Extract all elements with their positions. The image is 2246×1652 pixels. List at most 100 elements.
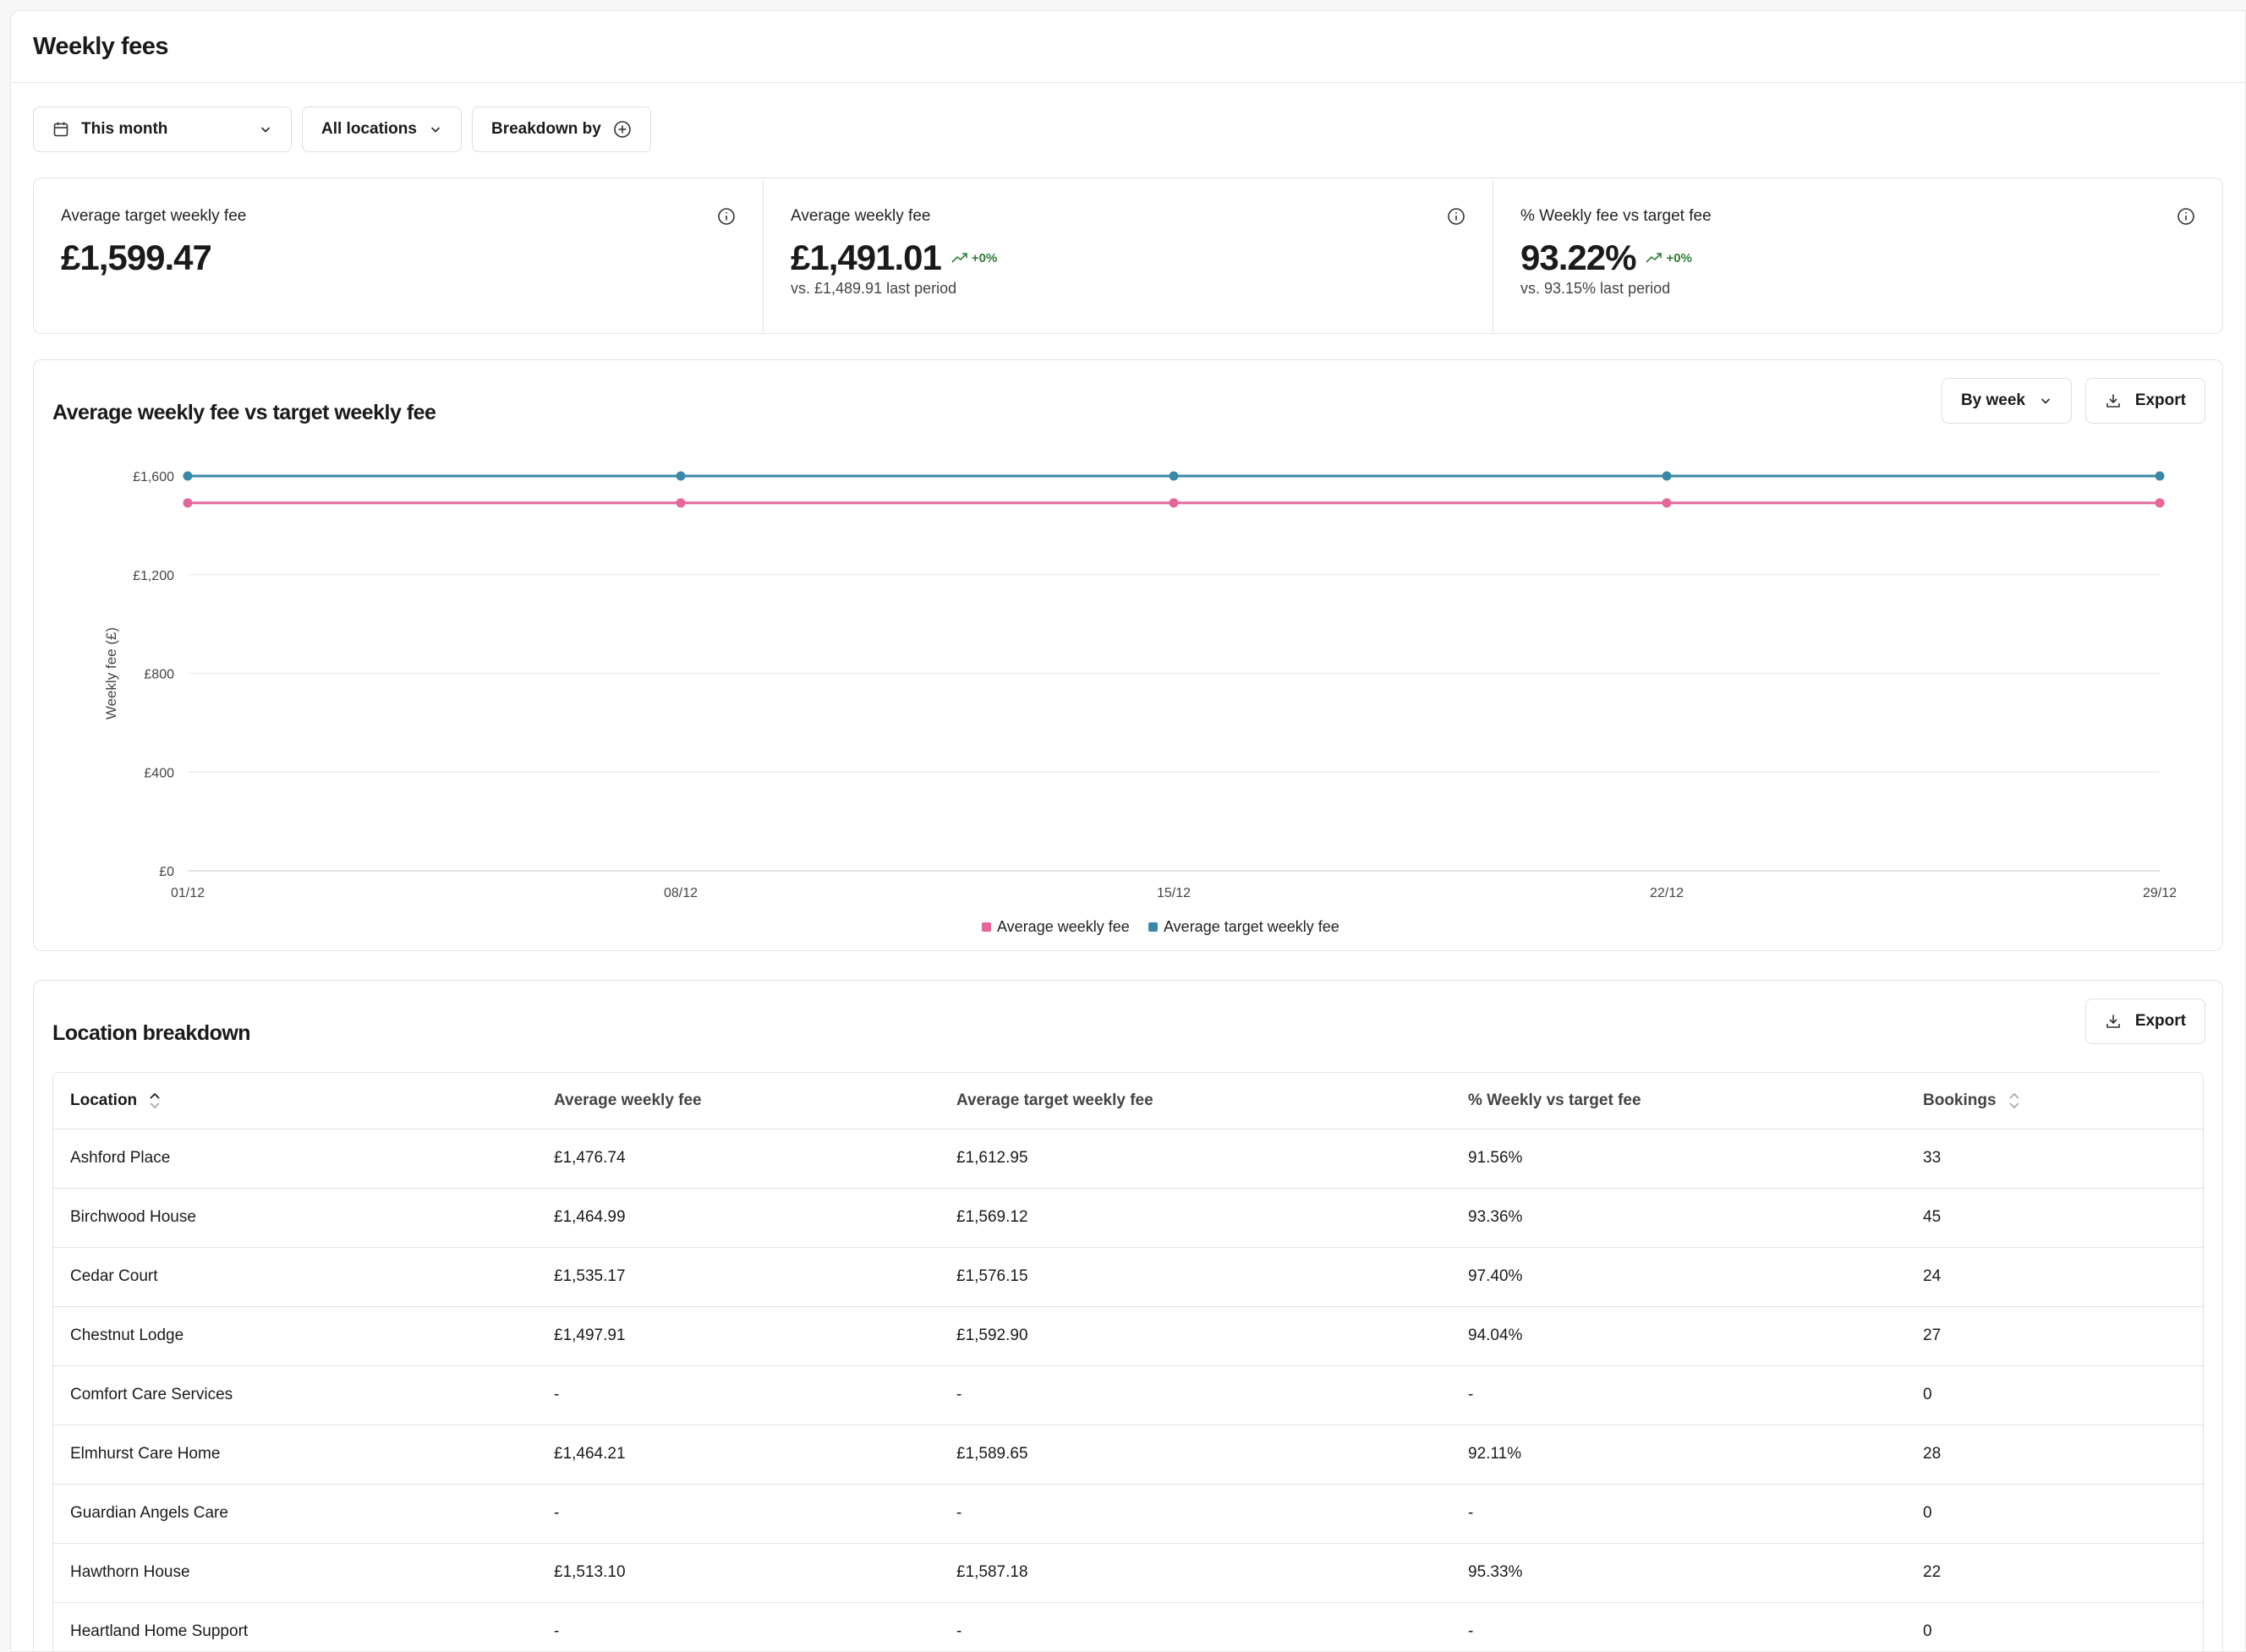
by-week-dropdown[interactable]: By week [1941, 378, 2072, 424]
x-tick-label: 15/12 [1157, 886, 1191, 900]
chart-export-button[interactable]: Export [2084, 378, 2205, 424]
cell-avg-target-fee: £1,612.95 [939, 1129, 1451, 1189]
cell-pct-vs-target: 94.04% [1451, 1306, 1906, 1366]
kpi-label: Average target weekly fee [61, 207, 247, 225]
location-breakdown-panel: Location breakdown Export Location Avera… [33, 980, 2223, 1651]
column-header-avg-weekly-fee[interactable]: Average weekly fee [537, 1073, 939, 1130]
cell-avg-weekly-fee: £1,535.17 [537, 1247, 939, 1307]
x-tick-label: 01/12 [171, 886, 205, 900]
kpi-change-badge: +0% [951, 251, 997, 265]
table-row[interactable]: Ashford Place £1,476.74 £1,612.95 91.56% 33 [53, 1129, 2203, 1189]
chart-title: Average weekly fee vs target weekly fee [52, 401, 436, 424]
cell-location: Heartland Home Support [53, 1602, 537, 1651]
cell-bookings: 33 [1906, 1129, 2203, 1189]
cell-avg-target-fee: £1,589.65 [939, 1425, 1451, 1485]
kpi-change: +0% [1666, 250, 1692, 265]
data-point [1169, 498, 1179, 508]
info-icon[interactable] [717, 207, 736, 226]
data-point [1662, 498, 1672, 508]
data-point [1169, 471, 1179, 481]
trend-up-icon [951, 253, 967, 263]
cell-location: Birchwood House [53, 1188, 537, 1248]
cell-pct-vs-target: - [1451, 1602, 1906, 1651]
column-label: Bookings [1923, 1091, 1997, 1109]
weekly-fees-page: Weekly fees This month All locations Bre… [10, 10, 2246, 1652]
sort-ascending-icon[interactable] [148, 1091, 162, 1111]
table-export-button[interactable]: Export [2084, 998, 2205, 1044]
table-row[interactable]: Cedar Court £1,535.17 £1,576.15 97.40% 24 [53, 1247, 2203, 1307]
download-icon [2106, 1015, 2120, 1028]
plus-circle-icon [614, 121, 631, 138]
cell-avg-weekly-fee: £1,464.99 [537, 1188, 939, 1248]
y-tick-label: £1,600 [133, 470, 174, 484]
column-header-pct-vs-target[interactable]: % Weekly vs target fee [1451, 1073, 1906, 1130]
export-label: Export [2134, 1012, 2186, 1030]
info-icon[interactable] [2177, 207, 2195, 226]
y-tick-label: £0 [159, 865, 174, 879]
table-row[interactable]: Hawthorn House £1,513.10 £1,587.18 95.33% 22 [53, 1543, 2203, 1603]
kpi-card-fee-vs-target: % Weekly fee vs target fee 93.22% +0% vs… [1493, 178, 2222, 333]
kpi-value: 93.22% [1520, 238, 1636, 277]
cell-avg-weekly-fee: - [537, 1602, 939, 1651]
x-tick-label: 29/12 [2143, 886, 2177, 900]
column-header-bookings[interactable]: Bookings [1906, 1073, 2203, 1130]
cell-location: Ashford Place [53, 1129, 537, 1189]
kpi-value: £1,599.47 [61, 238, 212, 277]
legend-swatch [982, 922, 991, 932]
table-row[interactable]: Heartland Home Support - - -0 [53, 1602, 2203, 1651]
table-row[interactable]: Comfort Care Services - - -0 [53, 1365, 2203, 1425]
cell-avg-target-fee: £1,587.18 [939, 1543, 1451, 1603]
export-label: Export [2134, 391, 2186, 409]
page-header: Weekly fees [11, 11, 2245, 83]
kpi-comparison: vs. 93.15% last period [1520, 280, 1671, 297]
calendar-icon [53, 122, 68, 137]
cell-bookings: 0 [1906, 1484, 2203, 1544]
cell-location: Guardian Angels Care [53, 1484, 537, 1544]
legend-label: Average target weekly fee [1164, 918, 1339, 935]
cell-avg-weekly-fee: - [537, 1365, 939, 1425]
data-point [1662, 471, 1672, 481]
cell-avg-target-fee: £1,576.15 [939, 1247, 1451, 1307]
cell-avg-target-fee: - [939, 1365, 1451, 1425]
data-point [2155, 498, 2165, 508]
date-range-label: This month [81, 120, 168, 138]
cell-avg-weekly-fee: £1,464.21 [537, 1425, 939, 1485]
cell-bookings: 45 [1906, 1188, 2203, 1248]
cell-pct-vs-target: - [1451, 1365, 1906, 1425]
table-row[interactable]: Elmhurst Care Home £1,464.21 £1,589.65 92.1… [53, 1425, 2203, 1485]
y-tick-label: £400 [144, 766, 174, 780]
cell-avg-weekly-fee: £1,513.10 [537, 1543, 939, 1603]
kpi-value: £1,491.01 [791, 238, 942, 277]
cell-avg-target-fee: - [939, 1484, 1451, 1544]
sort-icon[interactable] [2008, 1091, 2021, 1111]
x-tick-label: 08/12 [664, 886, 698, 900]
cell-bookings: 0 [1906, 1602, 2203, 1651]
location-label: All locations [321, 120, 417, 138]
data-point [183, 498, 193, 508]
location-dropdown[interactable]: All locations [302, 107, 462, 152]
kpi-change-badge: +0% [1646, 250, 1692, 265]
cell-bookings: 0 [1906, 1365, 2203, 1425]
chevron-down-icon [260, 127, 271, 133]
table-row[interactable]: Guardian Angels Care - - -0 [53, 1484, 2203, 1544]
breakdown-by-button[interactable]: Breakdown by [471, 107, 651, 152]
chevron-down-icon [430, 127, 441, 133]
y-tick-label: £800 [144, 668, 174, 682]
column-label: Location [70, 1091, 138, 1109]
info-icon[interactable] [1447, 207, 1465, 226]
column-header-location[interactable]: Location [53, 1073, 537, 1130]
date-range-dropdown[interactable]: This month [33, 107, 292, 152]
cell-bookings: 24 [1906, 1247, 2203, 1307]
kpi-label: Average weekly fee [791, 207, 931, 225]
y-axis-label: Weekly fee (£) [103, 627, 119, 719]
table-row[interactable]: Birchwood House £1,464.99 £1,569.12 93.36% 4… [53, 1188, 2203, 1248]
legend-swatch [1148, 922, 1158, 932]
cell-location: Elmhurst Care Home [53, 1425, 537, 1485]
cell-avg-target-fee: £1,569.12 [939, 1188, 1451, 1248]
column-header-avg-target-fee[interactable]: Average target weekly fee [939, 1073, 1451, 1130]
chart-panel: Average weekly fee vs target weekly fee … [33, 359, 2223, 951]
x-tick-label: 22/12 [1650, 886, 1684, 900]
cell-pct-vs-target: - [1451, 1484, 1906, 1544]
table-row[interactable]: Chestnut Lodge £1,497.91 £1,592.90 94.04% 27 [53, 1306, 2203, 1366]
cell-bookings: 28 [1906, 1425, 2203, 1485]
